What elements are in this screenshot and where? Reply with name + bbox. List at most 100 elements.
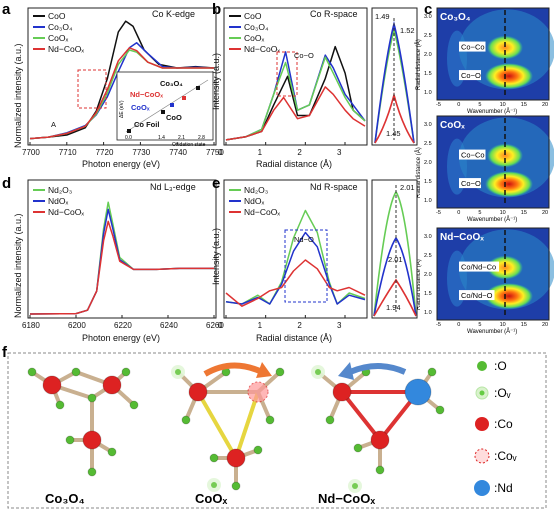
peak-tag-bg	[459, 41, 486, 52]
panel-c-maps: Co₃O₄ Co−Co Co−O 1.0 1.5 2.0 2.5 3.0 -5 0 5 10 15 20 W…	[415, 7, 554, 335]
contour-ytick: 1.5	[424, 291, 432, 297]
panel-f-frame	[7, 352, 547, 509]
contour-xlabel: Wavenumber (Å⁻¹)	[467, 216, 517, 223]
panel-a-inset: Co₃O₄ Nd−CoOₓ CoOₓ CoO Co Foil 0.0 1.4 2…	[116, 71, 214, 148]
legend-label: Nd₂O₃	[48, 185, 72, 195]
panel-c: c Co₃O₄ Co−Co Co−O 1.0 1.5 2.0 2.5 3.0 -5 0 5 10 15 2…	[415, 1, 554, 335]
legend-label: CoOₓ	[244, 33, 264, 43]
inset-point-coo	[161, 110, 165, 114]
panel-c-label: c	[424, 1, 432, 18]
zoom-b-value-0: 1.49	[375, 12, 390, 21]
inset-point-ndcoox	[182, 96, 186, 100]
contour-peak-lower	[485, 63, 533, 90]
panel-d-ylabel: Normalized intensity (a.u.)	[13, 213, 23, 318]
series-line-plotA-3	[29, 47, 214, 140]
tick-label: 0	[218, 321, 223, 330]
panel-b-frame	[223, 7, 368, 146]
zoom-e-value-2: 1.94	[386, 303, 401, 312]
contour-xtick: 5	[478, 102, 481, 108]
tick-label: 6220	[114, 321, 132, 330]
o-atom	[275, 367, 285, 377]
zoom-e-value-0: 2.01	[400, 183, 415, 192]
transition-arrowhead	[338, 362, 354, 380]
inset-label-coox: CoOₓ	[131, 103, 150, 112]
co-atom	[226, 448, 246, 468]
legend-label: Nd−CoOₓ	[48, 207, 84, 217]
o-atom	[71, 367, 81, 377]
zoom-b-value-1: 1.52	[400, 26, 415, 35]
legend-label: Nd−CoOₓ	[48, 44, 84, 54]
legend-label: CoOₓ	[48, 33, 68, 43]
inset-label-ndcoox: Nd−CoOₓ	[130, 90, 163, 99]
tick-label: 7700	[22, 148, 40, 157]
contour-xtick: 15	[521, 322, 527, 328]
contour-ytick: 2.5	[424, 33, 432, 39]
contour-ytick: 3.0	[424, 14, 432, 20]
panel-a-frame	[27, 7, 217, 146]
contour-sample-label: Co₃O₄	[440, 12, 471, 23]
legend-label: Nd₂O₃	[244, 185, 268, 195]
tick-label: 7710	[59, 148, 77, 157]
inset-xtick-1: 1.4	[158, 135, 165, 141]
inset-fit-line	[125, 79, 209, 133]
contour-ylabel: Radial distance (Å)	[415, 147, 422, 198]
tick-label: 6200	[68, 321, 86, 330]
panel-d-title: Nd L₃-edge	[150, 182, 196, 192]
contour-peak-lower	[485, 171, 533, 198]
contour-peak-lower	[485, 283, 533, 310]
tick-label: 7750	[206, 148, 224, 157]
peak-tag-lower: Co−O	[461, 179, 481, 188]
contour-xtick: 20	[542, 210, 548, 216]
contour-xtick: -5	[436, 210, 441, 216]
tick-label: 3	[337, 148, 342, 157]
o-atom	[27, 367, 37, 377]
legend-ov-core	[479, 390, 485, 396]
panel-a-title: Co K-edge	[152, 9, 195, 19]
legend-cov-label: :Coᵥ	[494, 449, 517, 463]
co-atom	[42, 375, 62, 395]
o-atom	[87, 467, 97, 477]
panel-d-plot	[29, 201, 214, 315]
contour-xtick: 10	[500, 210, 506, 216]
inset-ylabel: ΔE (eV)	[119, 100, 125, 118]
tick-label: 6240	[160, 321, 178, 330]
panel-e-frame	[223, 179, 368, 319]
contour-xtick: 20	[542, 102, 548, 108]
panel-b-annotation: Co−O	[294, 51, 314, 60]
contour-xtick: 15	[521, 210, 527, 216]
zoom-e-value-1: 2.01	[388, 255, 403, 264]
o-atom	[435, 405, 445, 415]
peak-tag-bg	[459, 70, 481, 81]
panel-a-zoom-box	[77, 69, 107, 109]
panel-a-xticks: 7700 7710 7720 7730 7740 7750	[22, 142, 224, 157]
panel-a-xlabel: Photon energy (eV)	[82, 159, 160, 169]
contour-ytick: 3.0	[424, 234, 432, 240]
peak-tag-upper: Co/Nd−Co	[461, 263, 496, 272]
contour-xtick: 0	[457, 322, 460, 328]
peak-a-label: A	[51, 120, 56, 129]
legend-label: Co₃O₄	[244, 22, 269, 32]
structure-label-co3o4: Co₃O₄	[45, 491, 85, 506]
o-atom	[353, 443, 363, 453]
panel-e-plot	[225, 209, 366, 307]
o-vacancy-core	[315, 369, 321, 375]
o-atom	[55, 400, 65, 410]
peak-tag-bg	[459, 178, 481, 189]
co-atom	[332, 382, 352, 402]
o-atom	[65, 435, 75, 445]
contour-ytick: 1.5	[424, 71, 432, 77]
o-atom	[107, 447, 117, 457]
panel-f-structures	[27, 362, 445, 493]
panel-e-zoom-box	[284, 229, 328, 303]
series-line-plotB-3	[225, 86, 366, 141]
co-atom	[102, 375, 122, 395]
structure-label-ndcoox: Nd−CoOₓ	[318, 491, 375, 506]
legend-label: Nd−CoOₓ	[244, 207, 280, 217]
zoom-b-value-2: 1.45	[386, 129, 401, 138]
o-vacancy-core	[352, 483, 358, 489]
contour-sample-label: CoOₓ	[440, 120, 465, 131]
co-atom	[82, 430, 102, 450]
contour-peak-upper	[487, 35, 523, 60]
